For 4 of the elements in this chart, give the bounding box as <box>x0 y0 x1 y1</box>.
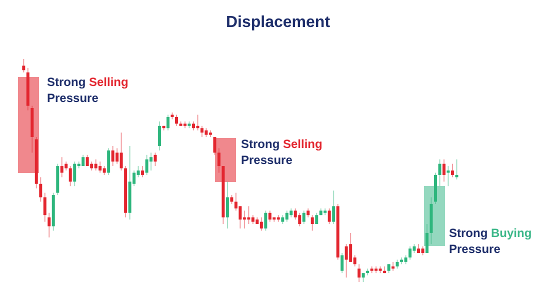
annotation: Strong Buying Pressure <box>449 226 532 256</box>
chart-title: Displacement <box>226 14 331 31</box>
annotation: Strong Selling Pressure <box>241 137 322 167</box>
annotation: Strong Selling Pressure <box>47 75 128 105</box>
